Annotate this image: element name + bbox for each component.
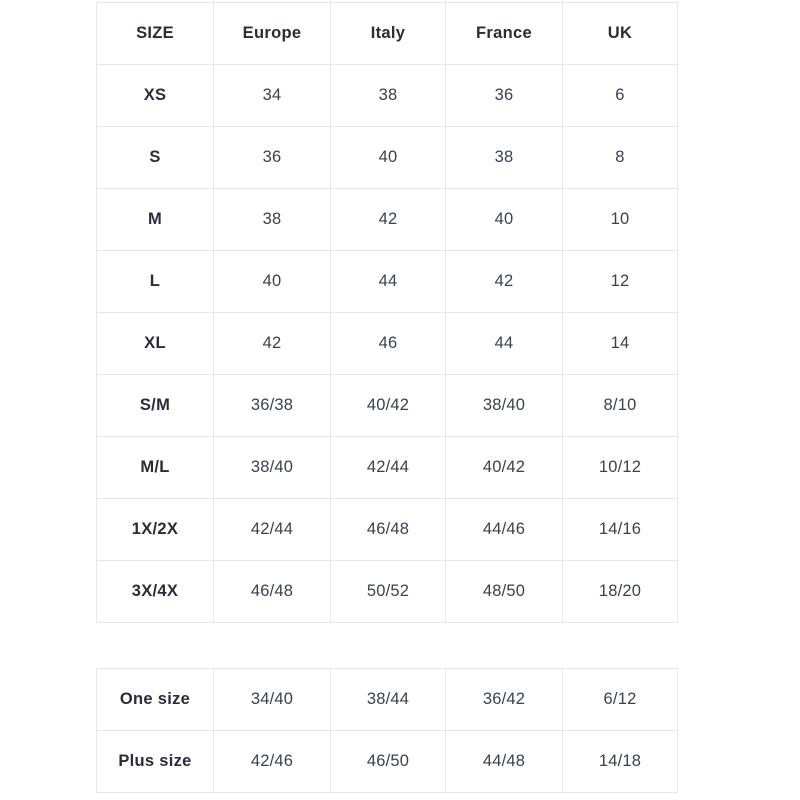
cell-europe: 46/48 xyxy=(213,560,331,623)
header-row: SIZE Europe Italy France UK xyxy=(96,2,678,65)
cell-europe: 36/38 xyxy=(213,374,331,437)
cell-france: 48/50 xyxy=(445,560,563,623)
cell-uk: 14/16 xyxy=(562,498,678,561)
cell-uk: 18/20 xyxy=(562,560,678,623)
column-header-europe: Europe xyxy=(213,2,331,65)
cell-france: 40/42 xyxy=(445,436,563,499)
table-row: L 40 44 42 12 xyxy=(96,250,678,313)
cell-italy: 38/44 xyxy=(330,668,446,731)
cell-italy: 50/52 xyxy=(330,560,446,623)
column-header-italy: Italy xyxy=(330,2,446,65)
cell-europe: 36 xyxy=(213,126,331,189)
cell-france: 44/46 xyxy=(445,498,563,561)
table-row: S 36 40 38 8 xyxy=(96,126,678,189)
table-header: SIZE Europe Italy France UK xyxy=(96,2,678,65)
cell-uk: 6/12 xyxy=(562,668,678,731)
row-label-cell: M/L xyxy=(96,436,214,499)
cell-uk: 14 xyxy=(562,312,678,375)
cell-france: 42 xyxy=(445,250,563,313)
table-row: M 38 42 40 10 xyxy=(96,188,678,251)
cell-europe: 34 xyxy=(213,64,331,127)
onesize-plussize-table-body: One size 34/40 38/44 36/42 6/12 Plus size 42/4… xyxy=(96,668,678,793)
cell-france: 36 xyxy=(445,64,563,127)
table-row: 3X/4X 46/48 50/52 48/50 18/20 xyxy=(96,560,678,623)
table-row: S/M 36/38 40/42 38/40 8/10 xyxy=(96,374,678,437)
cell-europe: 38/40 xyxy=(213,436,331,499)
cell-uk: 12 xyxy=(562,250,678,313)
cell-italy: 44 xyxy=(330,250,446,313)
cell-europe: 42/46 xyxy=(213,730,331,793)
column-header-france: France xyxy=(445,2,563,65)
row-label-cell: 3X/4X xyxy=(96,560,214,623)
cell-italy: 46/48 xyxy=(330,498,446,561)
cell-italy: 42/44 xyxy=(330,436,446,499)
cell-france: 40 xyxy=(445,188,563,251)
cell-france: 44/48 xyxy=(445,730,563,793)
standard-size-table: SIZE Europe Italy France UK XS 34 38 36 6 S 36… xyxy=(96,2,678,623)
cell-france: 38 xyxy=(445,126,563,189)
row-label-cell: XS xyxy=(96,64,214,127)
table-row: One size 34/40 38/44 36/42 6/12 xyxy=(96,668,678,731)
row-label-cell: 1X/2X xyxy=(96,498,214,561)
cell-italy: 42 xyxy=(330,188,446,251)
row-label-cell: S xyxy=(96,126,214,189)
cell-italy: 46/50 xyxy=(330,730,446,793)
cell-europe: 42/44 xyxy=(213,498,331,561)
table-row: XL 42 46 44 14 xyxy=(96,312,678,375)
cell-europe: 42 xyxy=(213,312,331,375)
onesize-plussize-table: One size 34/40 38/44 36/42 6/12 Plus size 42/4… xyxy=(96,668,678,793)
cell-italy: 38 xyxy=(330,64,446,127)
table-row: XS 34 38 36 6 xyxy=(96,64,678,127)
cell-italy: 40 xyxy=(330,126,446,189)
cell-italy: 40/42 xyxy=(330,374,446,437)
cell-france: 44 xyxy=(445,312,563,375)
column-header-uk: UK xyxy=(562,2,678,65)
cell-uk: 6 xyxy=(562,64,678,127)
table-row: 1X/2X 42/44 46/48 44/46 14/16 xyxy=(96,498,678,561)
cell-uk: 14/18 xyxy=(562,730,678,793)
standard-size-table-body: XS 34 38 36 6 S 36 40 38 8 M 38 42 40 10 L 40 44 42 12 XL 42 4… xyxy=(96,64,678,623)
cell-france: 36/42 xyxy=(445,668,563,731)
cell-europe: 40 xyxy=(213,250,331,313)
row-label-cell: M xyxy=(96,188,214,251)
row-label-cell: Plus size xyxy=(96,730,214,793)
table-row: Plus size 42/46 46/50 44/48 14/18 xyxy=(96,730,678,793)
cell-italy: 46 xyxy=(330,312,446,375)
table-row: M/L 38/40 42/44 40/42 10/12 xyxy=(96,436,678,499)
cell-uk: 10 xyxy=(562,188,678,251)
row-label-cell: S/M xyxy=(96,374,214,437)
column-header-size: SIZE xyxy=(96,2,214,65)
row-label-cell: L xyxy=(96,250,214,313)
row-label-cell: One size xyxy=(96,668,214,731)
cell-europe: 38 xyxy=(213,188,331,251)
cell-uk: 8/10 xyxy=(562,374,678,437)
cell-uk: 10/12 xyxy=(562,436,678,499)
row-label-cell: XL xyxy=(96,312,214,375)
cell-france: 38/40 xyxy=(445,374,563,437)
cell-europe: 34/40 xyxy=(213,668,331,731)
cell-uk: 8 xyxy=(562,126,678,189)
